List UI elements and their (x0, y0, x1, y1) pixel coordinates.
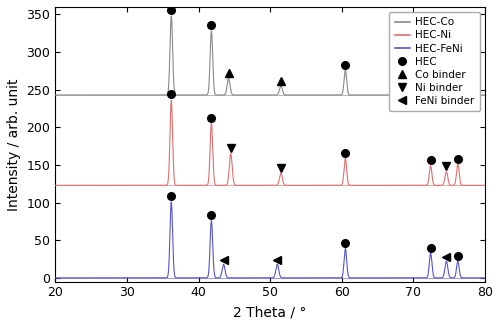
Y-axis label: Intensity / arb. unit: Intensity / arb. unit (7, 78, 21, 211)
X-axis label: 2 Theta / °: 2 Theta / ° (234, 305, 307, 319)
Legend: HEC-Co, HEC-Ni, HEC-FeNi, HEC, Co binder, Ni binder, FeNi binder: HEC-Co, HEC-Ni, HEC-FeNi, HEC, Co binder… (390, 12, 480, 111)
